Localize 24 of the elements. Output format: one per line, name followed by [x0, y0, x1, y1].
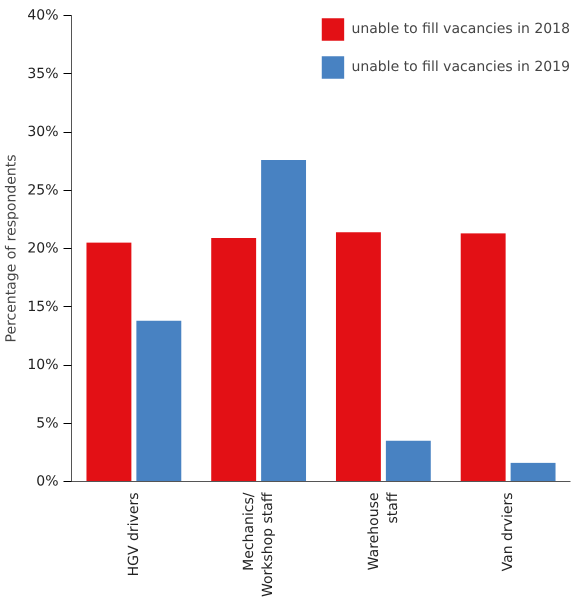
x-tick-label: HGV drivers	[126, 492, 142, 576]
x-tick-label: Van drviers	[500, 492, 516, 572]
bar	[510, 462, 556, 482]
bar	[86, 242, 132, 482]
y-tick-label: 0%	[36, 474, 59, 490]
y-tick-label: 15%	[27, 298, 59, 315]
y-tick-label: 35%	[27, 66, 59, 82]
legend-label: unable to fill vacancies in 2018	[351, 21, 570, 37]
x-tick-label: Mechanics/ Workshop staff	[241, 492, 276, 598]
bar	[136, 320, 182, 482]
legend-label: unable to fill vacancies in 2019	[351, 59, 570, 75]
bar	[336, 232, 381, 482]
bar	[211, 238, 256, 482]
y-tick-label: 10%	[27, 357, 59, 373]
bar	[460, 233, 506, 482]
y-tick-label: 30%	[27, 124, 59, 140]
y-tick-label: 40%	[27, 8, 59, 24]
y-tick-label: 25%	[27, 182, 59, 198]
y-tick-label: 20%	[27, 240, 59, 256]
y-axis-title: Percentage of respondents	[3, 154, 20, 342]
bar	[261, 160, 306, 482]
bar	[386, 440, 431, 482]
x-tick-label: Warehouse staff	[366, 492, 401, 570]
y-tick-label: 5%	[36, 415, 59, 432]
